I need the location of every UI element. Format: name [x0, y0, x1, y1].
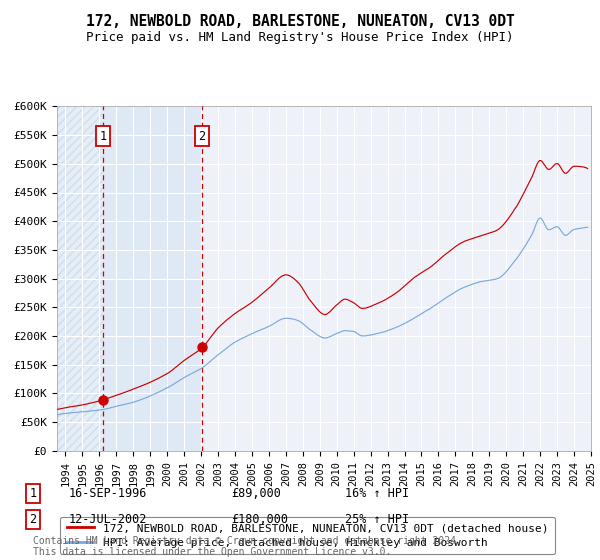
Bar [57, 106, 103, 451]
Text: £89,000: £89,000 [231, 487, 281, 501]
Text: 2: 2 [198, 130, 205, 143]
Text: £180,000: £180,000 [231, 513, 288, 526]
Legend: 172, NEWBOLD ROAD, BARLESTONE, NUNEATON, CV13 0DT (detached house), HPI: Average: 172, NEWBOLD ROAD, BARLESTONE, NUNEATON,… [60, 517, 556, 554]
Text: Contains HM Land Registry data © Crown copyright and database right 2024.
This d: Contains HM Land Registry data © Crown c… [33, 535, 462, 557]
Text: Price paid vs. HM Land Registry's House Price Index (HPI): Price paid vs. HM Land Registry's House … [86, 31, 514, 44]
Text: 1: 1 [100, 130, 107, 143]
Text: 16-SEP-1996: 16-SEP-1996 [69, 487, 148, 501]
Text: 172, NEWBOLD ROAD, BARLESTONE, NUNEATON, CV13 0DT: 172, NEWBOLD ROAD, BARLESTONE, NUNEATON,… [86, 14, 514, 29]
Text: 16% ↑ HPI: 16% ↑ HPI [345, 487, 409, 501]
Bar [103, 106, 202, 451]
Text: 25% ↑ HPI: 25% ↑ HPI [345, 513, 409, 526]
Text: 12-JUL-2002: 12-JUL-2002 [69, 513, 148, 526]
Text: 1: 1 [29, 487, 37, 501]
Text: 2: 2 [29, 513, 37, 526]
